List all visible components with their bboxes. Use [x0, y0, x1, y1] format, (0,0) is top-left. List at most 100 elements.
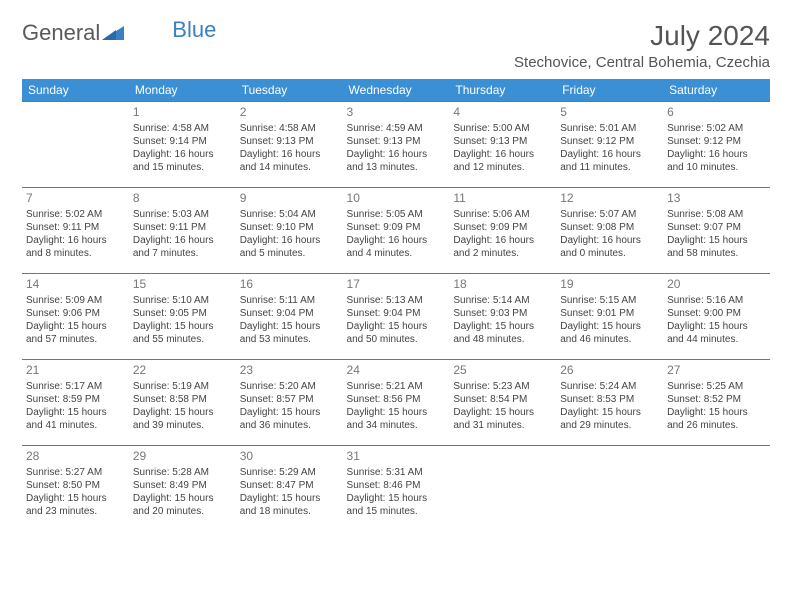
day-number: 1 [133, 105, 232, 121]
day-number: 18 [453, 277, 552, 293]
calendar-cell: 27Sunrise: 5:25 AMSunset: 8:52 PMDayligh… [663, 360, 770, 446]
sunset-text: Sunset: 9:11 PM [26, 221, 125, 234]
day-number: 6 [667, 105, 766, 121]
sunset-text: Sunset: 8:50 PM [26, 479, 125, 492]
sunrise-text: Sunrise: 5:10 AM [133, 294, 232, 307]
sunset-text: Sunset: 8:56 PM [347, 393, 446, 406]
day-number: 10 [347, 191, 446, 207]
calendar-cell: 23Sunrise: 5:20 AMSunset: 8:57 PMDayligh… [236, 360, 343, 446]
calendar-cell: 14Sunrise: 5:09 AMSunset: 9:06 PMDayligh… [22, 274, 129, 360]
sunrise-text: Sunrise: 5:13 AM [347, 294, 446, 307]
calendar-cell: 2Sunrise: 4:58 AMSunset: 9:13 PMDaylight… [236, 102, 343, 188]
day-number: 27 [667, 363, 766, 379]
day-number: 23 [240, 363, 339, 379]
calendar-cell: 25Sunrise: 5:23 AMSunset: 8:54 PMDayligh… [449, 360, 556, 446]
sunset-text: Sunset: 8:52 PM [667, 393, 766, 406]
sunset-text: Sunset: 8:47 PM [240, 479, 339, 492]
location: Stechovice, Central Bohemia, Czechia [514, 54, 770, 71]
day-number: 16 [240, 277, 339, 293]
daylight-text: Daylight: 16 hours and 8 minutes. [26, 234, 125, 260]
calendar-cell: 16Sunrise: 5:11 AMSunset: 9:04 PMDayligh… [236, 274, 343, 360]
calendar-cell: 3Sunrise: 4:59 AMSunset: 9:13 PMDaylight… [343, 102, 450, 188]
sunset-text: Sunset: 9:05 PM [133, 307, 232, 320]
sunset-text: Sunset: 9:04 PM [347, 307, 446, 320]
day-header: Monday [129, 79, 236, 102]
daylight-text: Daylight: 15 hours and 23 minutes. [26, 492, 125, 518]
title-block: July 2024 Stechovice, Central Bohemia, C… [514, 20, 770, 71]
calendar-cell: 31Sunrise: 5:31 AMSunset: 8:46 PMDayligh… [343, 446, 450, 532]
sunset-text: Sunset: 9:07 PM [667, 221, 766, 234]
daylight-text: Daylight: 16 hours and 4 minutes. [347, 234, 446, 260]
sunrise-text: Sunrise: 5:19 AM [133, 380, 232, 393]
day-number: 12 [560, 191, 659, 207]
day-number: 7 [26, 191, 125, 207]
calendar-cell: 9Sunrise: 5:04 AMSunset: 9:10 PMDaylight… [236, 188, 343, 274]
day-number: 13 [667, 191, 766, 207]
calendar-cell [663, 446, 770, 532]
calendar-table: SundayMondayTuesdayWednesdayThursdayFrid… [22, 79, 770, 532]
day-header: Thursday [449, 79, 556, 102]
day-number: 15 [133, 277, 232, 293]
calendar-cell: 17Sunrise: 5:13 AMSunset: 9:04 PMDayligh… [343, 274, 450, 360]
calendar-row: 21Sunrise: 5:17 AMSunset: 8:59 PMDayligh… [22, 360, 770, 446]
sunrise-text: Sunrise: 5:14 AM [453, 294, 552, 307]
sunset-text: Sunset: 8:49 PM [133, 479, 232, 492]
sunrise-text: Sunrise: 4:58 AM [133, 122, 232, 135]
daylight-text: Daylight: 16 hours and 10 minutes. [667, 148, 766, 174]
day-number: 9 [240, 191, 339, 207]
day-number: 21 [26, 363, 125, 379]
logo-triangle-icon [102, 20, 124, 46]
day-header-row: SundayMondayTuesdayWednesdayThursdayFrid… [22, 79, 770, 102]
month-title: July 2024 [514, 20, 770, 52]
calendar-cell: 28Sunrise: 5:27 AMSunset: 8:50 PMDayligh… [22, 446, 129, 532]
sunrise-text: Sunrise: 5:03 AM [133, 208, 232, 221]
calendar-cell: 4Sunrise: 5:00 AMSunset: 9:13 PMDaylight… [449, 102, 556, 188]
daylight-text: Daylight: 15 hours and 15 minutes. [347, 492, 446, 518]
daylight-text: Daylight: 15 hours and 18 minutes. [240, 492, 339, 518]
daylight-text: Daylight: 16 hours and 15 minutes. [133, 148, 232, 174]
calendar-cell [22, 102, 129, 188]
daylight-text: Daylight: 15 hours and 20 minutes. [133, 492, 232, 518]
calendar-cell: 20Sunrise: 5:16 AMSunset: 9:00 PMDayligh… [663, 274, 770, 360]
daylight-text: Daylight: 16 hours and 7 minutes. [133, 234, 232, 260]
daylight-text: Daylight: 15 hours and 48 minutes. [453, 320, 552, 346]
daylight-text: Daylight: 15 hours and 34 minutes. [347, 406, 446, 432]
calendar-cell: 15Sunrise: 5:10 AMSunset: 9:05 PMDayligh… [129, 274, 236, 360]
calendar-cell: 8Sunrise: 5:03 AMSunset: 9:11 PMDaylight… [129, 188, 236, 274]
sunrise-text: Sunrise: 5:02 AM [26, 208, 125, 221]
day-number: 31 [347, 449, 446, 465]
day-number: 3 [347, 105, 446, 121]
sunrise-text: Sunrise: 4:59 AM [347, 122, 446, 135]
sunrise-text: Sunrise: 5:29 AM [240, 466, 339, 479]
daylight-text: Daylight: 16 hours and 2 minutes. [453, 234, 552, 260]
day-number: 28 [26, 449, 125, 465]
calendar-cell: 29Sunrise: 5:28 AMSunset: 8:49 PMDayligh… [129, 446, 236, 532]
calendar-cell: 18Sunrise: 5:14 AMSunset: 9:03 PMDayligh… [449, 274, 556, 360]
day-number: 22 [133, 363, 232, 379]
day-number: 4 [453, 105, 552, 121]
daylight-text: Daylight: 15 hours and 57 minutes. [26, 320, 125, 346]
daylight-text: Daylight: 16 hours and 5 minutes. [240, 234, 339, 260]
sunset-text: Sunset: 9:12 PM [560, 135, 659, 148]
calendar-row: 1Sunrise: 4:58 AMSunset: 9:14 PMDaylight… [22, 102, 770, 188]
calendar-cell: 13Sunrise: 5:08 AMSunset: 9:07 PMDayligh… [663, 188, 770, 274]
sunrise-text: Sunrise: 5:08 AM [667, 208, 766, 221]
day-number: 2 [240, 105, 339, 121]
sunrise-text: Sunrise: 5:06 AM [453, 208, 552, 221]
sunset-text: Sunset: 9:04 PM [240, 307, 339, 320]
sunrise-text: Sunrise: 5:11 AM [240, 294, 339, 307]
sunrise-text: Sunrise: 5:20 AM [240, 380, 339, 393]
day-number: 14 [26, 277, 125, 293]
daylight-text: Daylight: 15 hours and 36 minutes. [240, 406, 339, 432]
calendar-row: 28Sunrise: 5:27 AMSunset: 8:50 PMDayligh… [22, 446, 770, 532]
day-number: 17 [347, 277, 446, 293]
day-number: 26 [560, 363, 659, 379]
day-number: 25 [453, 363, 552, 379]
day-header: Saturday [663, 79, 770, 102]
sunset-text: Sunset: 9:06 PM [26, 307, 125, 320]
sunrise-text: Sunrise: 5:17 AM [26, 380, 125, 393]
day-header: Tuesday [236, 79, 343, 102]
calendar-cell: 26Sunrise: 5:24 AMSunset: 8:53 PMDayligh… [556, 360, 663, 446]
sunrise-text: Sunrise: 4:58 AM [240, 122, 339, 135]
sunset-text: Sunset: 9:13 PM [240, 135, 339, 148]
